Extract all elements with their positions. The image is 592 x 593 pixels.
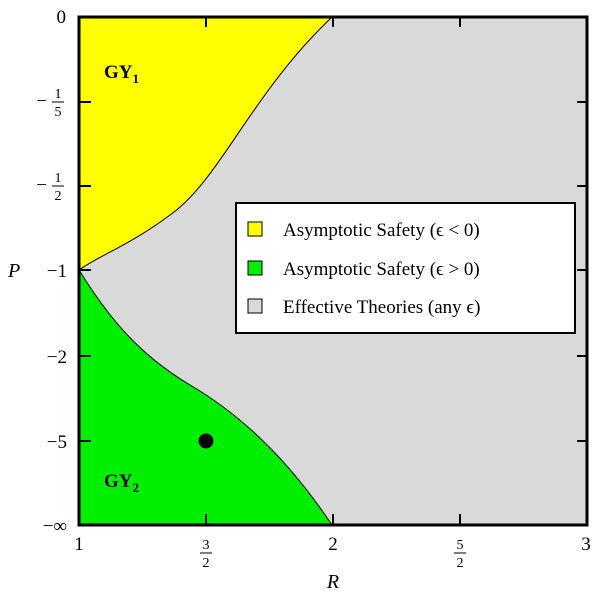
legend-swatch-gray <box>247 298 263 314</box>
y-tick-label-1-5-sign: − <box>36 91 47 112</box>
x-tick-label-3-2-den: 2 <box>203 556 210 571</box>
legend-label-negative: Asymptotic Safety (ϵ < 0) <box>283 220 480 241</box>
legend-box <box>235 202 576 334</box>
x-tick-label-3-2-num: 3 <box>203 538 210 553</box>
x-tick-label-5-2-den: 2 <box>457 556 464 571</box>
x-tick-marks <box>78 17 588 525</box>
x-tick-label-3: 3 <box>581 534 591 555</box>
y-tick-label-neg5: −5 <box>47 432 67 453</box>
y-tick-label-neg-inf: −∞ <box>43 516 67 537</box>
legend-swatch-green <box>247 260 263 276</box>
y-tick-label-0: 0 <box>57 7 67 28</box>
y-tick-label-neg1: −1 <box>47 261 67 282</box>
y-tick-marks <box>79 101 587 442</box>
asymptotic-safety-negative-region <box>78 16 334 271</box>
data-point <box>198 433 214 449</box>
y-tick-label-1-2-den: 2 <box>55 189 62 204</box>
y-axis-label: P <box>7 260 20 282</box>
legend-swatch-yellow <box>247 221 263 237</box>
y-tick-label-1-5-num: 1 <box>55 87 62 102</box>
y-tick-label-1-5-den: 5 <box>55 105 62 120</box>
x-axis-label: R <box>326 571 339 593</box>
x-tick-label-1: 1 <box>74 534 84 555</box>
legend-label-effective: Effective Theories (any ϵ) <box>283 297 480 318</box>
legend: Asymptotic Safety (ϵ < 0) Asymptotic Saf… <box>235 202 576 334</box>
x-tick-label-2: 2 <box>328 534 338 555</box>
y-tick-label-1-2-num: 1 <box>55 171 62 186</box>
gy2-label: GY2 <box>104 471 139 495</box>
legend-label-positive: Asymptotic Safety (ϵ > 0) <box>283 259 480 280</box>
gy1-label: GY1 <box>104 62 139 86</box>
asymptotic-safety-positive-region <box>78 268 333 526</box>
y-tick-label-1-2-sign: − <box>36 175 47 196</box>
x-tick-label-5-2-num: 5 <box>457 538 464 553</box>
y-tick-label-neg2: −2 <box>47 347 67 368</box>
